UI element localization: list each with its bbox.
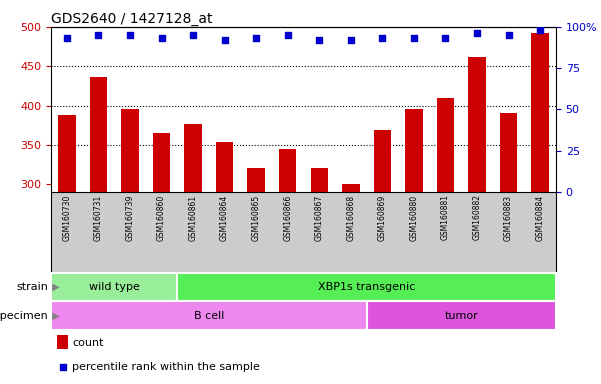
Point (62, 35, 72, 41)
Point (535, 27, 545, 33)
Bar (437, 98, 454, 192)
Point (377, 35, 387, 41)
Text: GSM160884: GSM160884 (535, 194, 545, 240)
Text: ▶: ▶ (49, 282, 59, 292)
Text: specimen: specimen (0, 311, 48, 321)
Point (94, 32, 103, 38)
Text: GSM160731: GSM160731 (94, 194, 103, 241)
Text: GSM160882: GSM160882 (472, 194, 481, 240)
Bar (342, 184, 359, 192)
Bar (58, 115, 76, 192)
Point (283, 32, 293, 38)
Point (441, 35, 450, 41)
Bar (374, 130, 391, 192)
Bar (216, 142, 233, 192)
Text: GSM160739: GSM160739 (126, 194, 135, 241)
Text: GSM160866: GSM160866 (283, 194, 292, 241)
Text: GSM160864: GSM160864 (220, 194, 229, 241)
Text: GSM160880: GSM160880 (409, 194, 418, 240)
Text: B cell: B cell (194, 311, 224, 321)
Text: GSM160730: GSM160730 (63, 194, 72, 241)
Point (251, 35, 261, 41)
Bar (500, 113, 517, 192)
Bar (405, 109, 423, 192)
Text: GSM160868: GSM160868 (346, 194, 355, 240)
Bar (248, 169, 265, 192)
Point (188, 32, 198, 38)
Text: GSM160867: GSM160867 (315, 194, 324, 241)
Point (314, 37, 324, 43)
Text: GSM160881: GSM160881 (441, 194, 450, 240)
Text: GDS2640 / 1427128_at: GDS2640 / 1427128_at (51, 12, 213, 26)
Point (472, 30, 482, 36)
Point (157, 35, 166, 41)
Bar (185, 124, 202, 192)
Text: GSM160861: GSM160861 (189, 194, 198, 240)
Bar (311, 169, 328, 192)
Text: percentile rank within the sample: percentile rank within the sample (72, 362, 260, 372)
Text: tumor: tumor (444, 311, 478, 321)
Point (409, 35, 419, 41)
Bar (90, 77, 107, 192)
Bar (279, 149, 296, 192)
Point (125, 32, 135, 38)
Text: GSM160869: GSM160869 (378, 194, 387, 241)
Bar (367, 301, 556, 330)
Text: strain: strain (16, 282, 48, 292)
Point (220, 37, 230, 43)
Bar (121, 109, 139, 192)
Text: XBP1s transgenic: XBP1s transgenic (318, 282, 415, 292)
Text: count: count (72, 338, 103, 348)
Bar (531, 33, 549, 192)
Text: GSM160860: GSM160860 (157, 194, 166, 241)
Bar (57, 335, 68, 349)
Point (346, 37, 356, 43)
Bar (153, 133, 170, 192)
Text: GSM160883: GSM160883 (504, 194, 513, 240)
Text: GSM160865: GSM160865 (252, 194, 261, 241)
Text: ▶: ▶ (49, 311, 59, 321)
Bar (51, 301, 367, 330)
Point (504, 32, 513, 38)
Bar (468, 57, 486, 192)
Bar (51, 273, 177, 301)
Bar (177, 273, 556, 301)
Text: wild type: wild type (89, 282, 139, 292)
